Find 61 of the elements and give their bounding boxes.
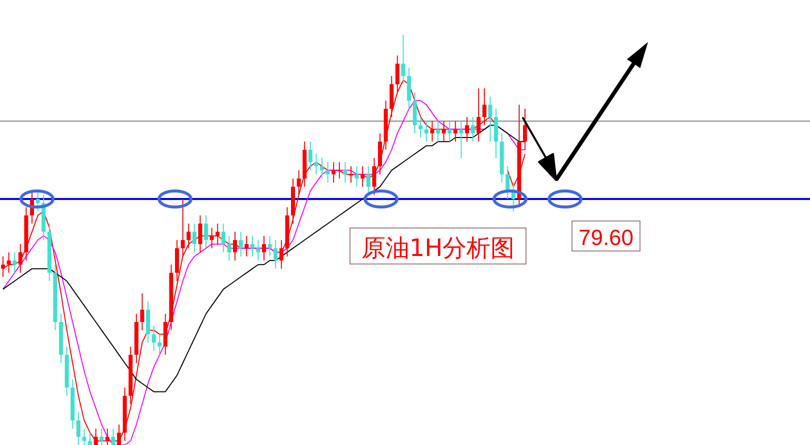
candlestick <box>6 252 11 274</box>
candlestick <box>314 153 318 175</box>
candlestick <box>268 235 272 257</box>
candlestick <box>216 223 220 245</box>
candlestick <box>366 166 370 196</box>
candlestick <box>523 108 527 150</box>
candlestick <box>198 214 202 253</box>
candlestick <box>111 428 116 445</box>
candlestick <box>221 223 226 253</box>
candlestick <box>465 116 469 142</box>
candlestick <box>192 223 196 253</box>
candlestick <box>244 235 249 257</box>
candlestick <box>448 120 452 142</box>
candlestick <box>442 120 446 142</box>
candlestick <box>186 223 191 249</box>
candlestick <box>343 162 348 184</box>
candlestick <box>88 432 92 445</box>
candlestick <box>424 120 428 142</box>
candlestick <box>233 231 237 261</box>
candlestick <box>476 88 481 142</box>
candlestick <box>274 240 278 270</box>
candlestick <box>296 170 301 196</box>
candlestick <box>326 162 330 184</box>
candlestick <box>158 334 162 356</box>
candlestick <box>12 252 17 274</box>
candlestick <box>337 162 342 179</box>
candlestick <box>482 88 486 126</box>
candlestick <box>210 227 214 249</box>
candlestick <box>354 166 359 188</box>
candlestick <box>18 244 22 274</box>
candlestick <box>506 166 510 200</box>
candlestick <box>76 412 80 445</box>
candlestick <box>459 120 464 158</box>
candlestick <box>82 428 86 445</box>
candlestick <box>204 214 208 249</box>
candlestick <box>360 166 365 188</box>
candlestick <box>100 428 104 445</box>
candlestick <box>262 235 266 261</box>
candlestick <box>238 231 243 257</box>
annotation: 原油1H分析图 <box>361 234 515 262</box>
candlestick <box>36 190 40 212</box>
candlestick <box>436 120 440 142</box>
candlestick <box>320 158 324 179</box>
candlestick <box>401 34 406 85</box>
candlestick <box>250 235 254 257</box>
candlestick <box>332 162 336 184</box>
candlestick <box>279 240 284 270</box>
text: 79.60 <box>578 225 634 250</box>
candlestick <box>418 116 423 138</box>
candlestick <box>372 158 376 196</box>
candlestick <box>227 235 232 261</box>
candlestick <box>453 120 458 142</box>
candlestick <box>470 116 475 142</box>
candlestick <box>140 292 144 331</box>
candlestick <box>349 166 353 184</box>
candlestick <box>152 326 156 352</box>
candlestick <box>430 120 434 142</box>
candlestick <box>488 96 492 142</box>
candlestick <box>180 198 185 257</box>
candlestick <box>308 141 312 171</box>
candlestick <box>256 240 260 261</box>
